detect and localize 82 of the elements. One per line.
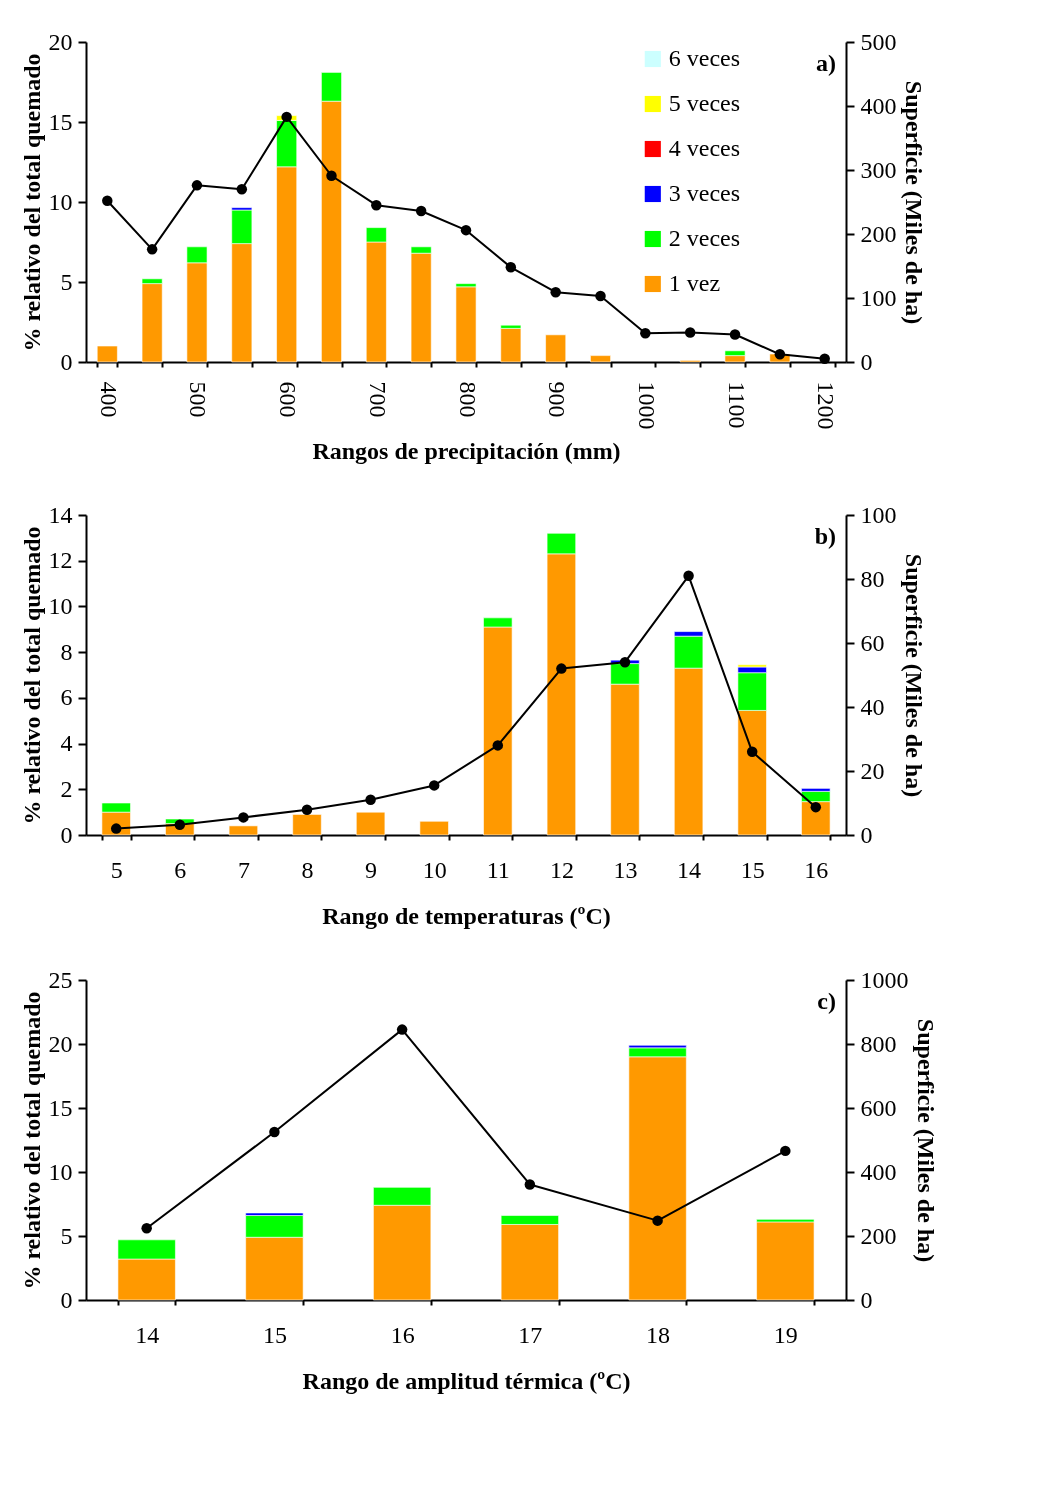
- x-tick-label: 11: [486, 856, 510, 883]
- y2-axis-title: Superficie (Miles de ha): [900, 80, 927, 325]
- y-tick-label: 12: [48, 547, 73, 574]
- x-tick-label: 12: [549, 856, 574, 883]
- x-tick-label: 9: [365, 856, 378, 883]
- y-tick-label: 15: [48, 1094, 73, 1121]
- y2-tick-label: 100: [860, 501, 897, 528]
- y2-tick-label: 20: [860, 757, 885, 784]
- y2-tick-label: 200: [860, 220, 897, 247]
- x-axis-title: Rangos de precipitación (mm): [312, 437, 621, 464]
- y2-axis-title: Superficie (Miles de ha): [900, 553, 927, 798]
- x-tick-label: 14: [135, 1321, 160, 1348]
- x-tick-label: 400: [95, 381, 122, 418]
- x-tick-label: 17: [518, 1321, 543, 1348]
- y-tick-label: 0: [60, 821, 73, 848]
- y-tick-label: 5: [60, 268, 73, 295]
- y2-tick-label: 400: [860, 1158, 897, 1185]
- y-tick-label: 2: [60, 775, 73, 802]
- y-tick-label: 0: [60, 348, 73, 375]
- y2-tick-label: 60: [860, 629, 885, 656]
- annotation: a): [816, 50, 836, 76]
- y2-tick-label: 100: [860, 284, 897, 311]
- y2-tick-label: 600: [860, 1094, 897, 1121]
- y-axis-title: % relativo del total quemado: [18, 526, 45, 825]
- legend-label: 2 veces: [668, 225, 741, 251]
- x-tick-label: 700: [364, 381, 391, 418]
- y-tick-label: 15: [48, 108, 73, 135]
- legend-label: 4 veces: [668, 135, 741, 161]
- legend-label: 5 veces: [668, 90, 741, 116]
- x-tick-label: 13: [613, 856, 638, 883]
- y-tick-label: 4: [60, 730, 73, 757]
- x-tick-label: 18: [646, 1321, 671, 1348]
- x-tick-label: 6: [174, 856, 187, 883]
- y-tick-label: 20: [48, 28, 73, 55]
- annotation: b): [814, 523, 836, 549]
- y-tick-label: 14: [48, 501, 73, 528]
- y-tick-label: 25: [48, 966, 73, 993]
- x-tick-label: 500: [185, 381, 212, 418]
- annotation: c): [817, 988, 836, 1014]
- legend-label: 1 vez: [668, 270, 721, 296]
- y-tick-label: 6: [60, 684, 73, 711]
- x-tick-label: 14: [677, 856, 702, 883]
- x-axis-title: Rango de amplitud térmica (ºC): [302, 1367, 631, 1394]
- x-tick-label: 600: [275, 381, 302, 418]
- x-tick-label: 10: [422, 856, 447, 883]
- y2-axis-title: Superficie (Miles de ha): [912, 1018, 939, 1263]
- y2-tick-label: 1000: [860, 966, 909, 993]
- x-tick-label: 5: [110, 856, 123, 883]
- x-axis-title: Rango de temperaturas (ºC): [322, 902, 611, 929]
- y-axis-title: % relativo del total quemado: [18, 991, 45, 1290]
- y2-tick-label: 400: [860, 92, 897, 119]
- x-tick-label: 900: [544, 381, 571, 418]
- y2-tick-label: 0: [860, 1286, 873, 1313]
- x-tick-label: 7: [237, 856, 250, 883]
- y-tick-label: 10: [48, 188, 73, 215]
- x-tick-label: 15: [740, 856, 765, 883]
- y-tick-label: 8: [60, 638, 73, 665]
- y2-tick-label: 0: [860, 348, 873, 375]
- y-tick-label: 20: [48, 1030, 73, 1057]
- y-tick-label: 5: [60, 1222, 73, 1249]
- legend-label: 6 veces: [668, 45, 741, 71]
- y-axis-title: % relativo del total quemado: [18, 53, 45, 352]
- y2-tick-label: 300: [860, 156, 897, 183]
- x-tick-label: 8: [301, 856, 314, 883]
- x-tick-label: 1100: [723, 381, 750, 429]
- x-tick-label: 15: [262, 1321, 287, 1348]
- x-tick-label: 1200: [813, 381, 840, 430]
- x-tick-label: 800: [454, 381, 481, 418]
- y2-tick-label: 200: [860, 1222, 897, 1249]
- y2-tick-label: 800: [860, 1030, 897, 1057]
- x-tick-label: 16: [390, 1321, 415, 1348]
- legend-label: 3 veces: [668, 180, 741, 206]
- x-tick-label: 19: [773, 1321, 798, 1348]
- y2-tick-label: 0: [860, 821, 873, 848]
- y2-tick-label: 500: [860, 28, 897, 55]
- x-tick-label: 16: [804, 856, 829, 883]
- y-tick-label: 0: [60, 1286, 73, 1313]
- y-tick-label: 10: [48, 592, 73, 619]
- y-tick-label: 10: [48, 1158, 73, 1185]
- x-tick-label: 1000: [633, 381, 660, 430]
- y2-tick-label: 80: [860, 565, 885, 592]
- y2-tick-label: 40: [860, 693, 885, 720]
